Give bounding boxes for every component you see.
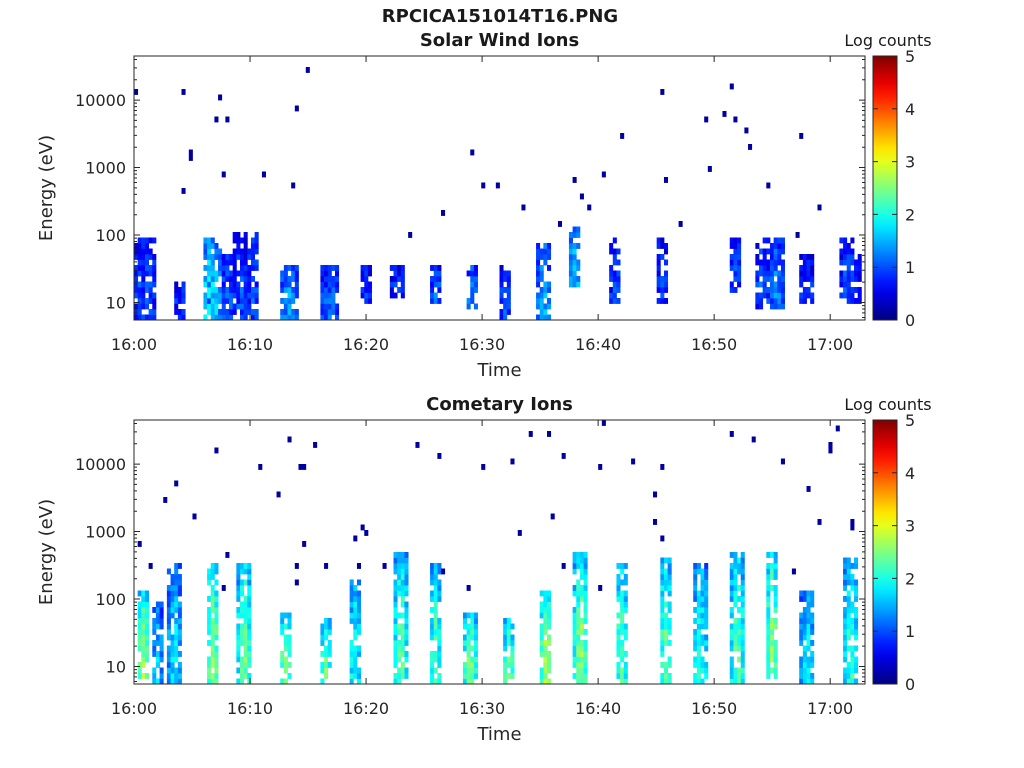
colorbar-solar-wind — [872, 55, 898, 321]
y-tick-label-cometary: 10 — [106, 657, 126, 676]
y-tick-label-cometary: 100 — [95, 590, 126, 609]
x-tick-label-cometary: 16:50 — [691, 699, 737, 718]
heatmap-cells-cometary — [137, 420, 859, 685]
y-tick-label-solar-wind: 10 — [106, 293, 126, 312]
y-tick-label-solar-wind: 10000 — [75, 91, 126, 110]
colorbar-tick-label-cometary: 4 — [905, 464, 915, 483]
figure-title: RPCICA151014T16.PNG — [381, 6, 619, 27]
colorbar-tick-label-solar-wind: 1 — [905, 258, 915, 277]
colorbar-tick-label-cometary: 2 — [905, 569, 915, 588]
x-tick-label-solar-wind: 16:10 — [227, 335, 273, 354]
colorbar-tick-label-cometary: 5 — [905, 411, 915, 430]
x-tick-label-cometary: 16:10 — [227, 699, 273, 718]
x-axis-label-cometary: Time — [476, 724, 521, 745]
colorbar-tick-label-solar-wind: 0 — [905, 311, 915, 330]
y-tick-marks-cometary — [134, 422, 865, 682]
colorbar-tick-label-cometary: 0 — [905, 675, 915, 694]
x-tick-label-cometary: 16:40 — [575, 699, 621, 718]
x-tick-marks-solar-wind — [133, 56, 831, 320]
heatmap-cells-solar-wind — [134, 67, 862, 321]
x-tick-label-solar-wind: 16:00 — [111, 335, 157, 354]
y-axis-label-solar-wind: Energy (eV) — [36, 135, 57, 241]
x-tick-label-solar-wind: 17:00 — [807, 335, 853, 354]
x-tick-label-cometary: 16:30 — [459, 699, 505, 718]
colorbar-tick-label-solar-wind: 4 — [905, 100, 915, 119]
colorbar-tick-marks-solar-wind — [873, 55, 897, 321]
colorbar-cometary — [872, 419, 898, 685]
colorbar-label-cometary: Log counts — [844, 395, 932, 414]
colorbar-tick-label-cometary: 3 — [905, 517, 915, 536]
colorbar-tick-marks-cometary — [873, 419, 897, 685]
y-tick-label-solar-wind: 1000 — [85, 159, 126, 178]
x-tick-label-solar-wind: 16:40 — [575, 335, 621, 354]
y-tick-marks-solar-wind — [134, 58, 865, 318]
colorbar-tick-label-solar-wind: 3 — [905, 153, 915, 172]
y-tick-label-cometary: 1000 — [85, 523, 126, 542]
x-tick-marks-cometary — [133, 420, 831, 684]
y-axis-label-cometary: Energy (eV) — [36, 499, 57, 605]
x-tick-label-cometary: 17:00 — [807, 699, 853, 718]
x-tick-label-cometary: 16:20 — [343, 699, 389, 718]
y-tick-label-cometary: 10000 — [75, 455, 126, 474]
panel-title-cometary: Cometary Ions — [426, 394, 573, 415]
x-tick-label-solar-wind: 16:20 — [343, 335, 389, 354]
y-tick-label-solar-wind: 100 — [95, 226, 126, 245]
colorbar-tick-label-solar-wind: 5 — [905, 47, 915, 66]
x-tick-label-solar-wind: 16:30 — [459, 335, 505, 354]
x-tick-label-solar-wind: 16:50 — [691, 335, 737, 354]
x-tick-label-cometary: 16:00 — [111, 699, 157, 718]
colorbar-label-solar-wind: Log counts — [844, 31, 932, 50]
colorbar-tick-label-cometary: 1 — [905, 622, 915, 641]
colorbar-tick-label-solar-wind: 2 — [905, 205, 915, 224]
x-axis-label-solar-wind: Time — [476, 360, 521, 381]
panel-title-solar-wind: Solar Wind Ions — [419, 30, 580, 51]
